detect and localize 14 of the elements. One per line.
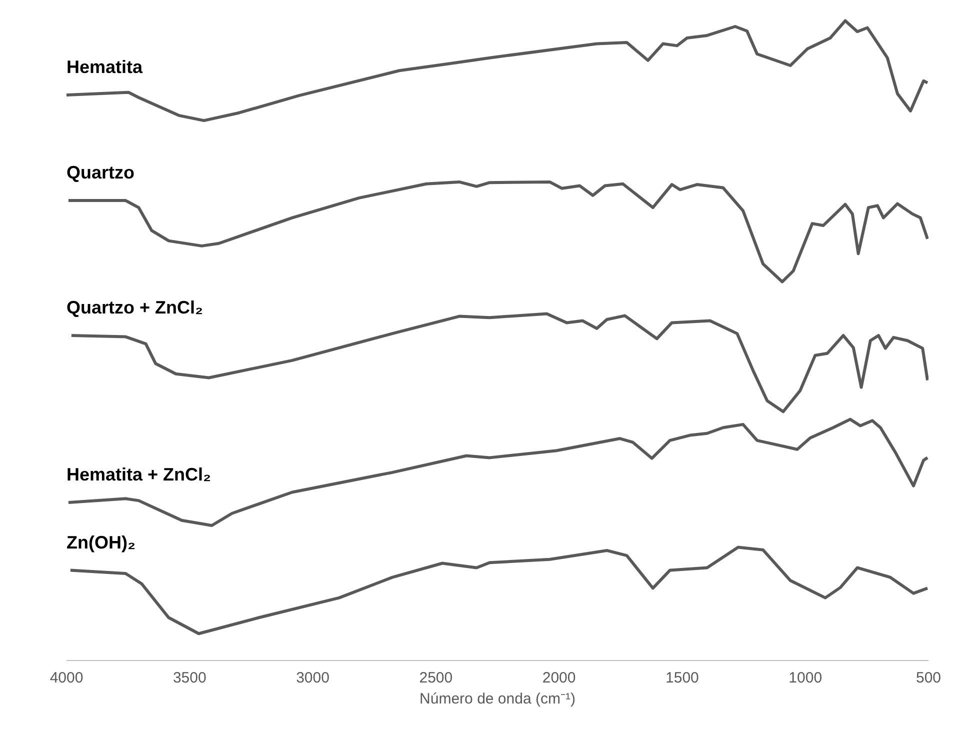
x-axis-title: Número de onda (cm⁻¹) <box>420 690 576 708</box>
x-tick-label: 1500 <box>666 670 699 686</box>
x-tick-label: 4000 <box>50 670 84 686</box>
series-label: Quartzo <box>66 162 135 183</box>
x-tick-label: 3000 <box>296 670 330 686</box>
series-label: Quartzo + ZnCl₂ <box>66 298 204 318</box>
x-tick-label: 500 <box>916 670 942 686</box>
x-tick-label: 2000 <box>542 670 576 686</box>
x-tick-label: 1000 <box>788 670 822 686</box>
series-label: Hematita <box>66 56 144 77</box>
series-label: Hematita + ZnCl₂ <box>66 464 212 484</box>
series-label: Zn(OH)₂ <box>66 532 136 552</box>
x-tick-label: 3500 <box>172 670 206 686</box>
x-tick-label: 2500 <box>419 670 453 686</box>
